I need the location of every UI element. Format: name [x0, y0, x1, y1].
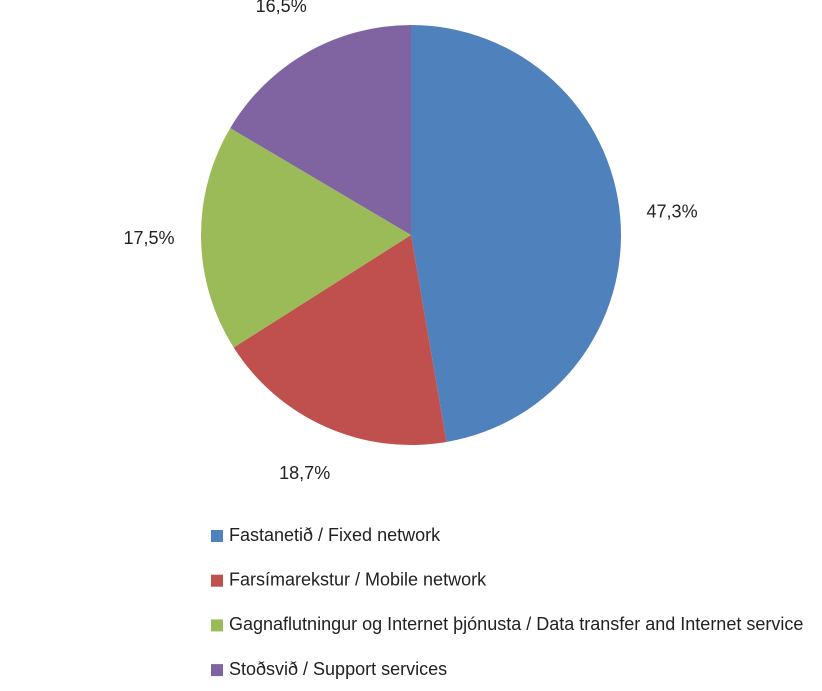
data-label: 17,5% [124, 228, 175, 248]
legend-swatch [211, 619, 223, 632]
legend-swatch [211, 574, 223, 587]
legend-label: Stoðsvið / Support services [229, 659, 447, 679]
data-label: 16,5% [256, 0, 307, 16]
data-label: 47,3% [647, 202, 698, 222]
pie-slice [411, 25, 621, 442]
legend-label: Gagnaflutningur og Internet þjónusta / D… [229, 614, 803, 634]
pie-slice [200, 128, 411, 348]
legend-label: Fastanetið / Fixed network [229, 525, 441, 545]
legend-swatch [211, 664, 223, 677]
pie-slice [233, 235, 447, 445]
pie-slice [230, 25, 411, 235]
legend-swatch [211, 530, 223, 542]
legend-label: Farsímarekstur / Mobile network [229, 569, 487, 589]
data-label: 18,7% [279, 463, 330, 483]
